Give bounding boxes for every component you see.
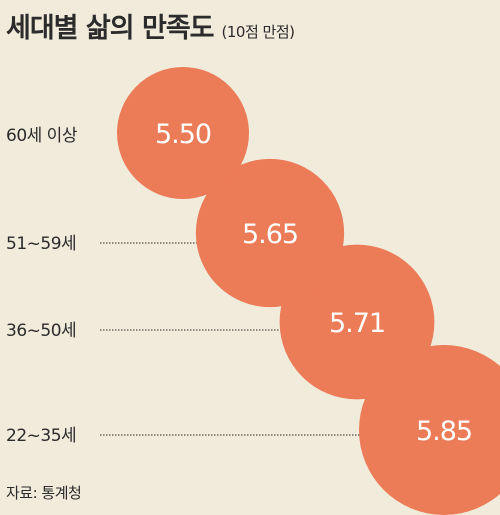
value-label: 5.85 xyxy=(416,416,472,447)
bubble-1 xyxy=(195,158,345,308)
value-label: 5.50 xyxy=(155,119,211,150)
category-label: 22~35세 xyxy=(6,426,76,446)
category-label: 36~50세 xyxy=(6,321,76,341)
chart-title: 세대별 삶의 만족도 xyxy=(6,13,215,44)
value-label: 5.65 xyxy=(242,219,298,250)
source-note: 자료: 통계청 xyxy=(6,484,82,502)
chart-subtitle: (10점 만점) xyxy=(221,23,295,41)
title-row: 세대별 삶의 만족도 (10점 만점) xyxy=(6,6,295,45)
category-label: 60세 이상 xyxy=(6,126,78,146)
bubble-0 xyxy=(117,67,249,199)
value-label: 5.71 xyxy=(329,308,385,339)
category-label: 51~59세 xyxy=(6,234,76,254)
